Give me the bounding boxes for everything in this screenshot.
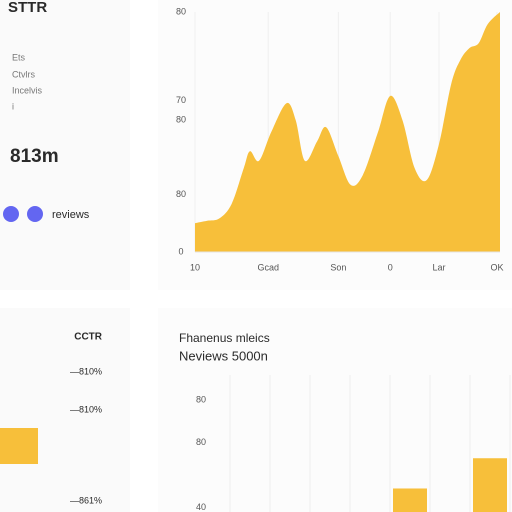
x-tick-label: OK xyxy=(490,262,503,272)
x-tick-label: 0 xyxy=(388,262,393,272)
side-panel xyxy=(0,308,130,512)
chart-title: Fhanenus mleics xyxy=(179,331,270,345)
x-tick-label: Son xyxy=(330,262,346,272)
y-tick-label: 40 xyxy=(196,502,206,512)
y-tick-label: 80 xyxy=(196,437,206,447)
menu-item[interactable]: Ets xyxy=(12,52,26,62)
panel-label: —861% xyxy=(70,495,102,505)
legend-label: reviews xyxy=(52,209,90,221)
y-tick-label: 80 xyxy=(176,189,186,199)
x-tick-label: Gcad xyxy=(257,262,279,272)
legend-dot xyxy=(27,206,43,222)
y-tick-label: 0 xyxy=(178,246,183,256)
panel-title: CCTR xyxy=(74,332,103,343)
menu-item[interactable]: Incelvis xyxy=(12,85,43,95)
decor-block xyxy=(0,428,38,464)
legend-dot xyxy=(3,206,19,222)
chart-subtitle: Neviews 5000n xyxy=(179,348,268,363)
x-tick-label: Lar xyxy=(432,262,445,272)
y-tick-label: 80 xyxy=(196,394,206,404)
menu-item[interactable]: i xyxy=(12,101,14,111)
area xyxy=(195,12,500,252)
x-tick-label: 10 xyxy=(190,262,200,272)
panel-label: —810% xyxy=(70,366,102,376)
bar-panel xyxy=(158,308,512,512)
sidebar-panel xyxy=(0,0,130,290)
bar xyxy=(393,488,427,512)
menu-item[interactable]: Ctvlrs xyxy=(12,69,35,79)
metric: 813m xyxy=(10,146,59,167)
y-tick-label: 70 xyxy=(176,95,186,105)
app-title: STTR xyxy=(8,0,47,16)
y-tick-label: 80 xyxy=(176,114,186,124)
bar xyxy=(473,458,507,512)
panel-label: —810% xyxy=(70,404,102,414)
y-tick-label: 80 xyxy=(176,6,186,16)
